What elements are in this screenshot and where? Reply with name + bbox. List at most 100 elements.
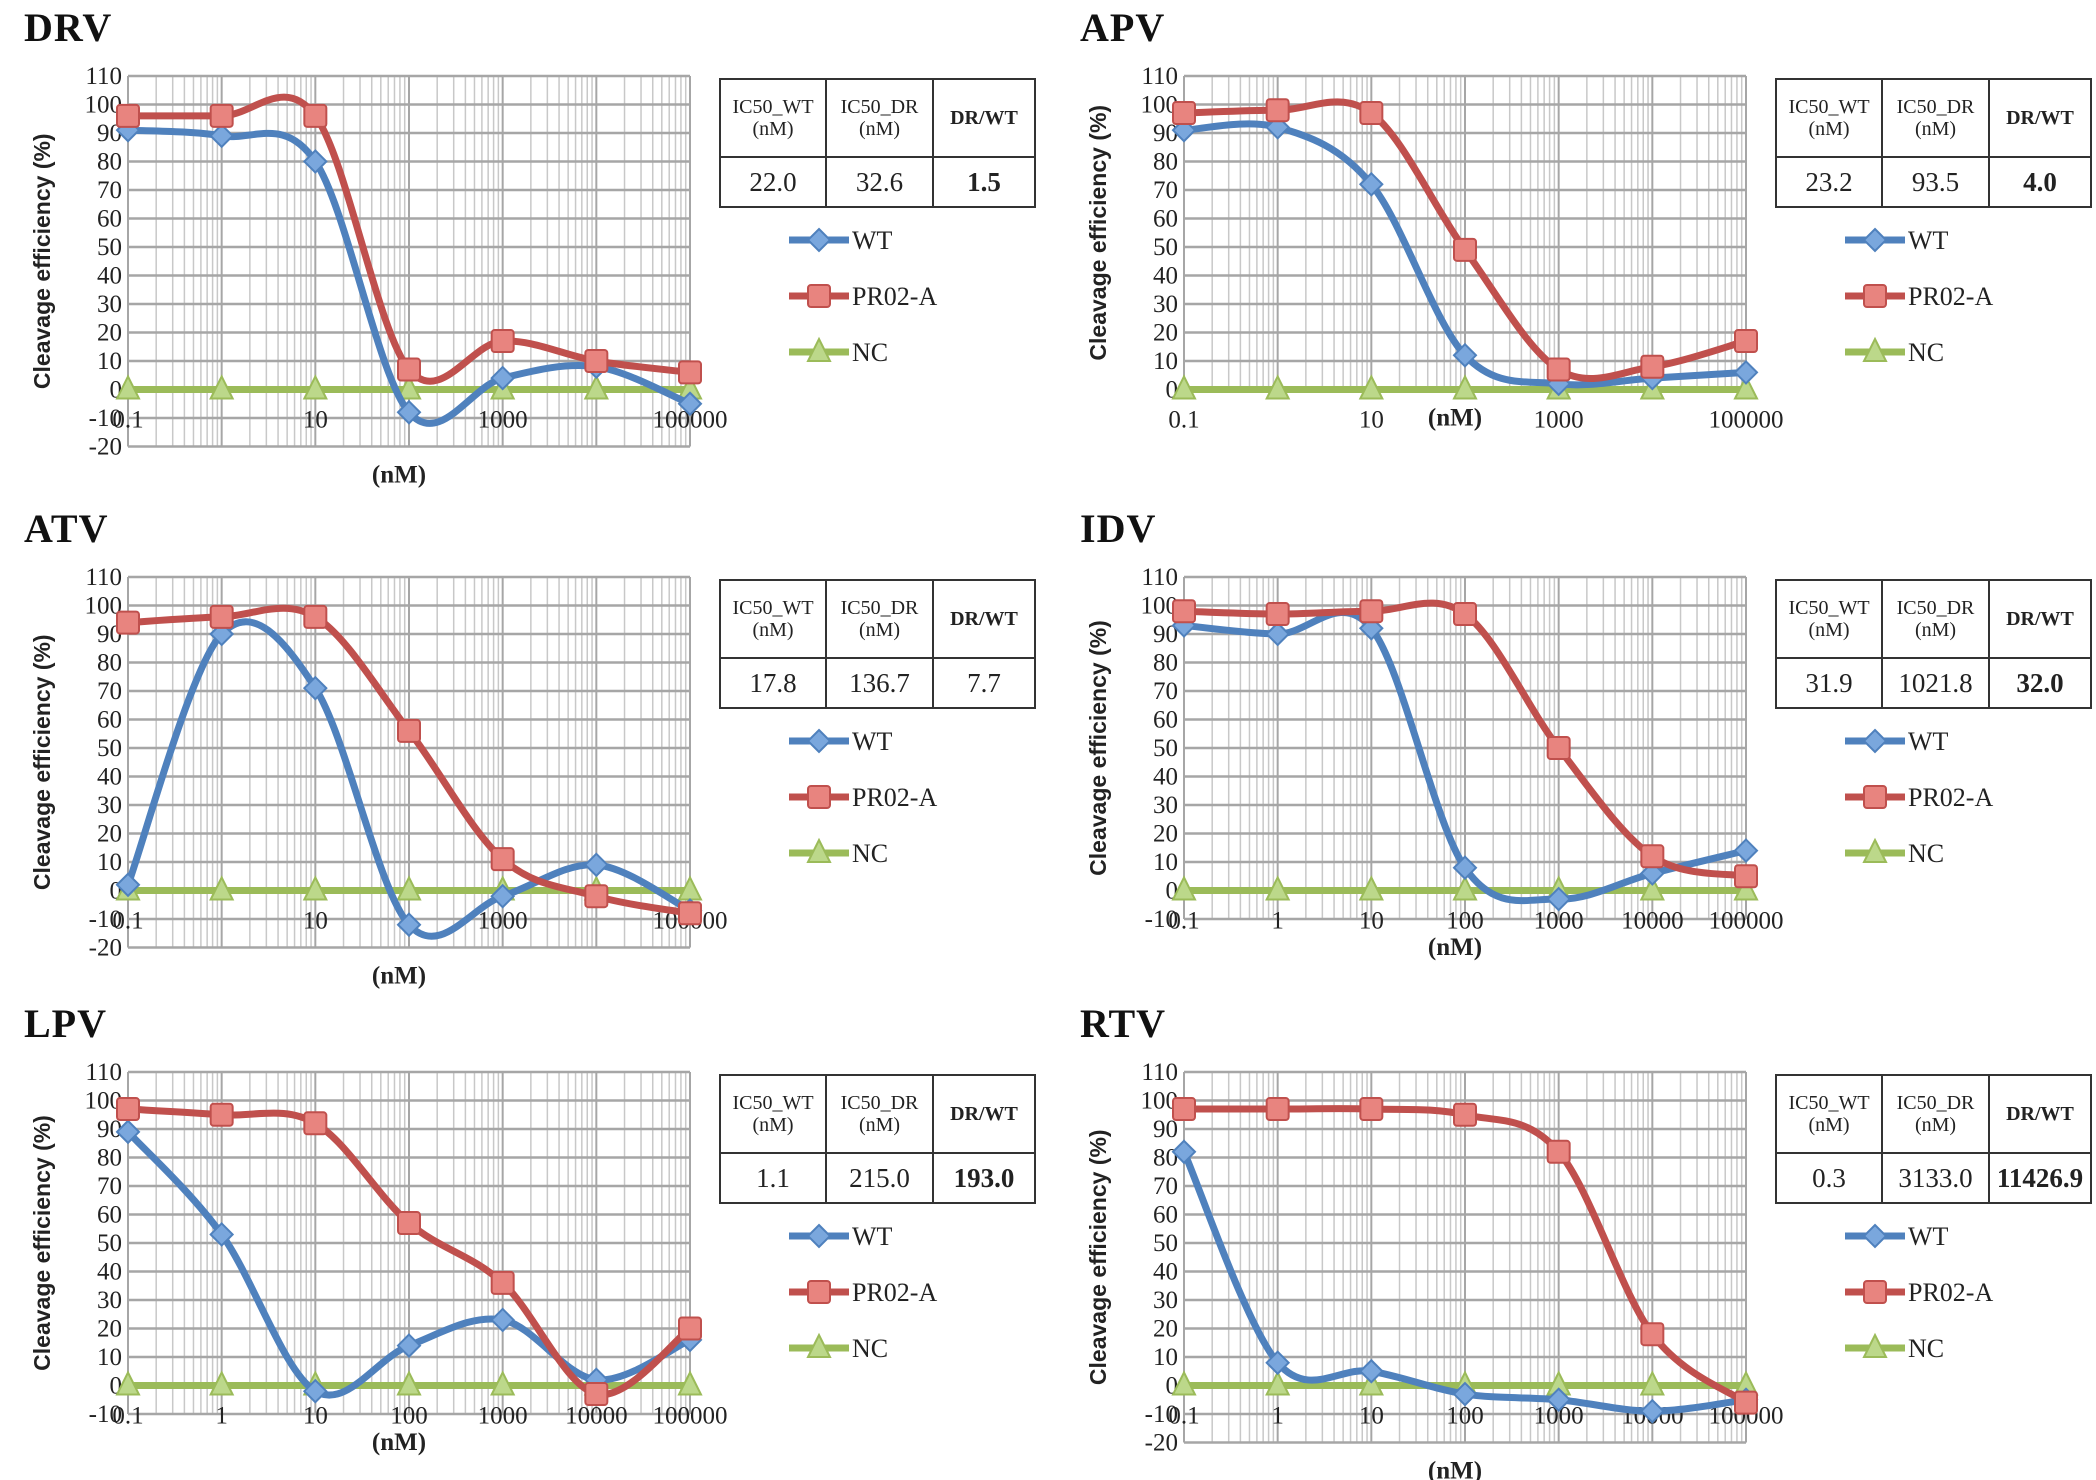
panel-title: RTV bbox=[1080, 1001, 1167, 1046]
panel-title: ATV bbox=[24, 506, 109, 551]
table-value: 3133.0 bbox=[1881, 1152, 1990, 1204]
legend-marker-square bbox=[1863, 1280, 1887, 1304]
data-point-triangle bbox=[396, 374, 422, 400]
data-point-diamond bbox=[490, 1307, 516, 1333]
data-point-square bbox=[678, 901, 702, 926]
data-point-triangle bbox=[583, 374, 609, 400]
legend-label: PR02-A bbox=[852, 1278, 937, 1307]
data-point-square bbox=[584, 1382, 609, 1407]
legend-marker-diamond bbox=[1862, 728, 1888, 754]
x-tick-label: 0.1 bbox=[1168, 1403, 1199, 1430]
x-tick-label: 100000 bbox=[1709, 407, 1784, 434]
y-tick-label: 60 bbox=[1153, 1202, 1178, 1229]
y-tick-label: 70 bbox=[97, 177, 122, 204]
data-point-triangle bbox=[1733, 875, 1759, 901]
table-header: IC50_WT (nM) bbox=[719, 78, 827, 158]
x-tick-label: 0.1 bbox=[1168, 908, 1199, 935]
y-tick-label: 110 bbox=[85, 63, 122, 90]
data-point-triangle bbox=[115, 1370, 141, 1396]
panel-apv: 0 10 20 30 40 50 60 70 80 90 100 110 0.1 10 1000 100000… bbox=[1056, 0, 2096, 492]
panel-drv: -20 -10 0 10 20 30 40 50 60 70 80 90 100 110 0.1 10 1000… bbox=[0, 0, 1048, 492]
legend: WT PR02-A NC bbox=[1845, 1222, 1993, 1363]
data-point-triangle bbox=[396, 1370, 422, 1396]
y-tick-label: 70 bbox=[97, 1173, 122, 1200]
table-header: DR/WT bbox=[1988, 78, 2092, 158]
data-point-diamond bbox=[1358, 171, 1384, 197]
x-axis-label: (nM) bbox=[372, 462, 426, 489]
data-point-diamond bbox=[1733, 359, 1759, 385]
legend-marker-square bbox=[807, 1280, 831, 1304]
x-tick-label: 1 bbox=[215, 1403, 228, 1430]
data-point-square bbox=[116, 1097, 140, 1122]
y-tick-label: 110 bbox=[1141, 1059, 1178, 1086]
y-axis-label: Cleavage efficiency (%) bbox=[1085, 620, 1111, 876]
y-tick-label: 30 bbox=[97, 1287, 122, 1314]
data-point-square bbox=[1265, 602, 1290, 627]
legend-marker-triangle bbox=[1862, 336, 1888, 362]
x-tick-label: 100000 bbox=[1709, 908, 1784, 935]
series-nc bbox=[115, 875, 703, 901]
legend-label: WT bbox=[1908, 1222, 1949, 1251]
data-point-square bbox=[1359, 101, 1384, 126]
data-point-triangle bbox=[1265, 1370, 1291, 1396]
legend-label: PR02-A bbox=[852, 783, 937, 812]
data-point-triangle bbox=[1639, 1370, 1665, 1396]
data-point-square bbox=[490, 329, 515, 354]
legend-label: PR02-A bbox=[852, 282, 937, 311]
y-axis-label: Cleavage efficiency (%) bbox=[1085, 1129, 1111, 1385]
data-point-triangle bbox=[490, 1370, 516, 1396]
panel-title: LPV bbox=[24, 1001, 107, 1046]
table-header: DR/WT bbox=[932, 1074, 1036, 1154]
data-point-square bbox=[1172, 599, 1196, 624]
y-tick-label: 20 bbox=[97, 1316, 122, 1343]
x-axis-label: (nM) bbox=[1428, 405, 1482, 432]
y-tick-label: 80 bbox=[97, 1145, 122, 1172]
data-point-diamond bbox=[396, 912, 422, 938]
y-tick-label: -20 bbox=[89, 434, 122, 461]
x-tick-label: 10000 bbox=[1621, 908, 1684, 935]
x-tick-label: 10 bbox=[303, 407, 328, 434]
table-value: 31.9 bbox=[1775, 657, 1883, 709]
y-tick-label: 10 bbox=[1153, 1344, 1178, 1371]
x-tick-label: 1 bbox=[1271, 1403, 1284, 1430]
data-point-diamond bbox=[1171, 1139, 1197, 1165]
gridlines bbox=[127, 1070, 691, 1416]
series-pr02-a bbox=[1172, 98, 1758, 382]
data-point-square bbox=[209, 604, 234, 629]
series-pr02-a bbox=[1172, 599, 1758, 889]
y-tick-label: 100 bbox=[1141, 593, 1179, 620]
table-value: 93.5 bbox=[1881, 156, 1990, 208]
data-point-diamond bbox=[1452, 1381, 1478, 1407]
series-pr02-a bbox=[116, 604, 702, 926]
y-tick-label: 40 bbox=[97, 1259, 122, 1286]
data-point-triangle bbox=[1358, 875, 1384, 901]
table-value: 1021.8 bbox=[1881, 657, 1990, 709]
y-tick-label: 40 bbox=[1153, 764, 1178, 791]
legend-marker-diamond bbox=[806, 728, 832, 754]
panel-rtv: -20 -10 0 10 20 30 40 50 60 70 80 90 100 110 0.1 1 10 100… bbox=[1056, 996, 2096, 1480]
series-wt bbox=[1171, 609, 1759, 912]
legend-label: NC bbox=[852, 1334, 888, 1363]
table-header: DR/WT bbox=[932, 579, 1036, 659]
data-point-triangle bbox=[1639, 875, 1665, 901]
gridlines bbox=[1183, 74, 1747, 391]
y-tick-label: 60 bbox=[1153, 206, 1178, 233]
y-tick-label: 110 bbox=[85, 564, 122, 591]
y-axis-label: Cleavage efficiency (%) bbox=[1085, 105, 1111, 361]
table-value: 17.8 bbox=[719, 657, 827, 709]
y-tick-label: 30 bbox=[97, 792, 122, 819]
data-point-triangle bbox=[396, 875, 422, 901]
data-point-diamond bbox=[209, 123, 235, 149]
y-tick-label: 80 bbox=[1153, 149, 1178, 176]
y-tick-label: 80 bbox=[1153, 1145, 1178, 1172]
x-tick-label: 100 bbox=[1446, 908, 1484, 935]
legend-marker-triangle bbox=[806, 837, 832, 863]
y-tick-label: 100 bbox=[1141, 92, 1179, 119]
table-value: 1.1 bbox=[719, 1152, 827, 1204]
table-header: DR/WT bbox=[1988, 579, 2092, 659]
legend-marker-square bbox=[807, 785, 831, 809]
x-tick-label: 0.1 bbox=[1168, 407, 1199, 434]
data-point-square bbox=[1172, 101, 1196, 126]
y-tick-label: 70 bbox=[1153, 1173, 1178, 1200]
